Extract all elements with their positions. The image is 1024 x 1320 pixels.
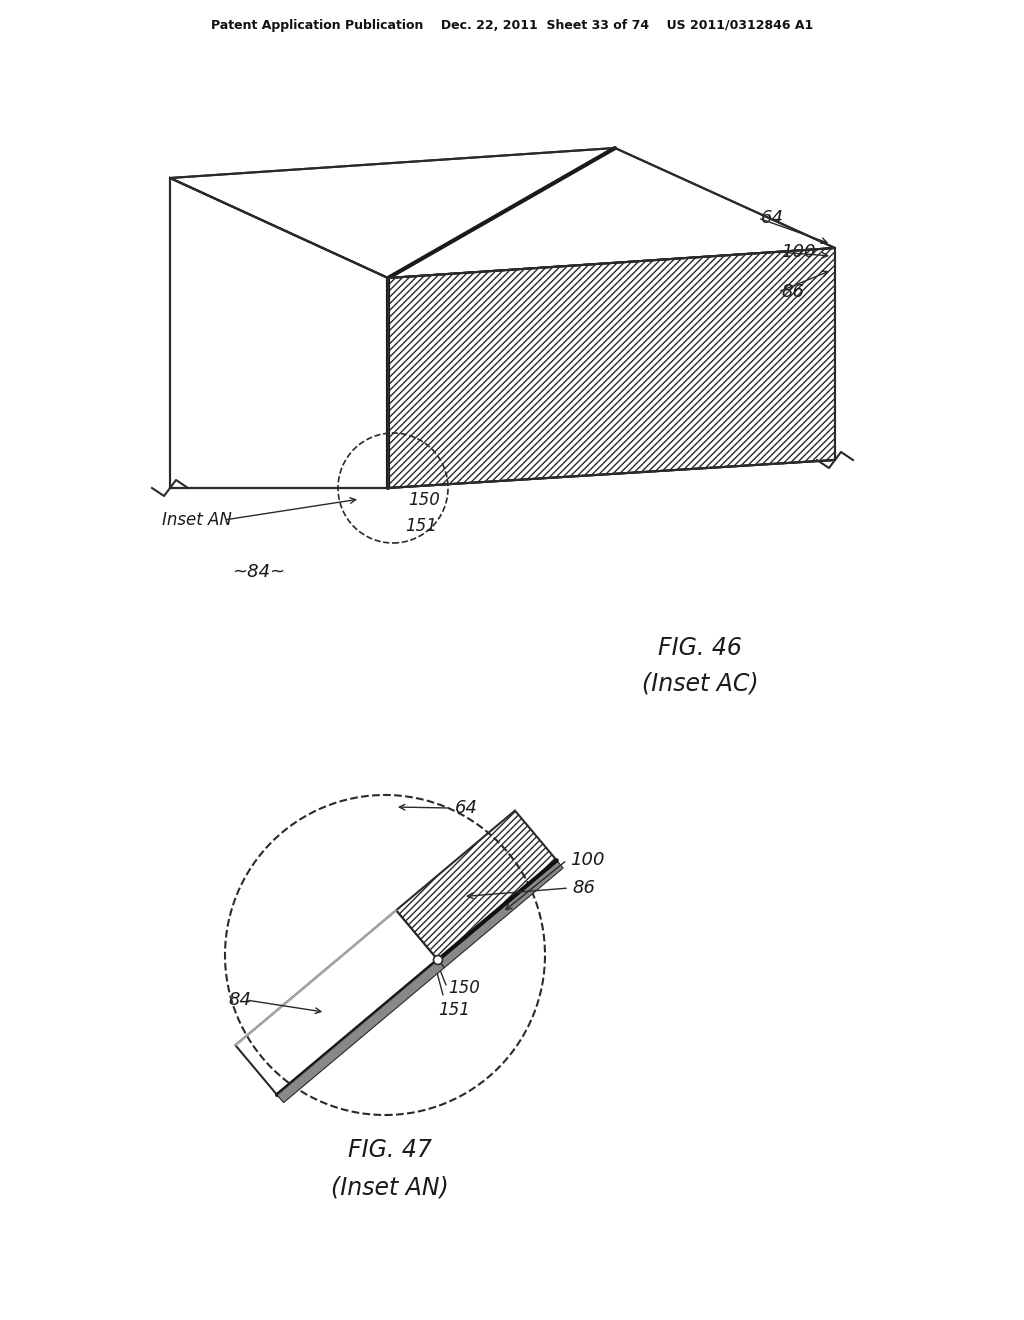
Text: 86: 86: [781, 282, 804, 301]
Text: (Inset AC): (Inset AC): [642, 672, 759, 696]
Text: Patent Application Publication    Dec. 22, 2011  Sheet 33 of 74    US 2011/03128: Patent Application Publication Dec. 22, …: [211, 18, 813, 32]
Text: Q: Q: [452, 935, 464, 949]
Polygon shape: [388, 248, 835, 488]
Text: 151: 151: [438, 1001, 470, 1019]
Text: 100: 100: [570, 851, 604, 869]
Polygon shape: [236, 911, 438, 1096]
Text: 151: 151: [406, 517, 437, 535]
Circle shape: [433, 956, 442, 965]
Text: 64: 64: [455, 799, 478, 817]
Text: 86: 86: [572, 879, 595, 898]
Text: 150: 150: [408, 491, 440, 510]
Polygon shape: [170, 178, 388, 488]
Text: (Inset AN): (Inset AN): [331, 1176, 449, 1200]
Polygon shape: [396, 810, 557, 960]
Text: 100: 100: [781, 243, 815, 261]
Polygon shape: [170, 148, 835, 279]
Polygon shape: [278, 960, 444, 1102]
Text: FIG. 47: FIG. 47: [348, 1138, 432, 1162]
Text: 64: 64: [761, 209, 784, 227]
Text: ~84~: ~84~: [232, 564, 286, 581]
Text: Inset AN: Inset AN: [162, 511, 231, 529]
Text: FIG. 46: FIG. 46: [658, 636, 742, 660]
Text: 150: 150: [449, 979, 480, 997]
Polygon shape: [438, 861, 563, 968]
Text: 84: 84: [228, 991, 251, 1008]
